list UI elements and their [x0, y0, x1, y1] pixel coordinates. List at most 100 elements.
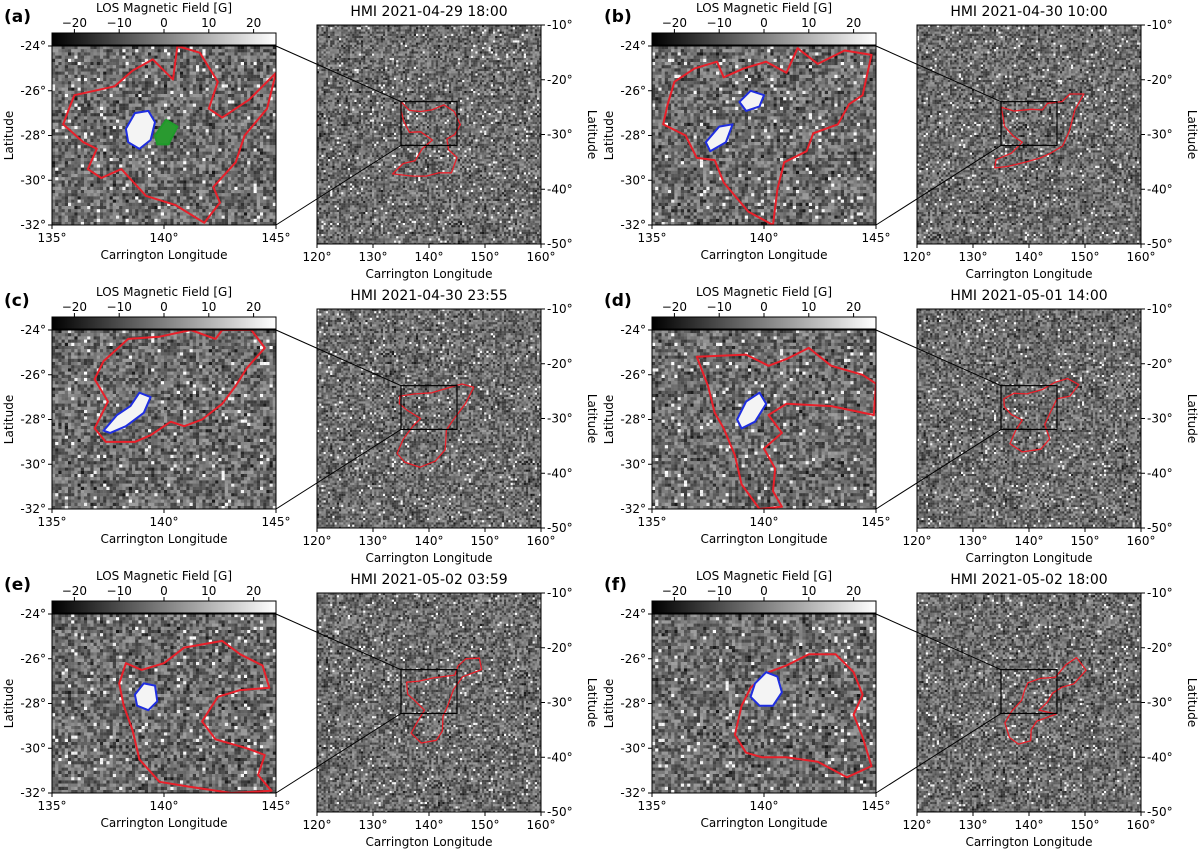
colorbar-label: LOS Magnetic Field [G] — [696, 285, 832, 299]
zoom-ylabel: Latitude — [602, 395, 616, 444]
full-ytick-label: -10° — [1147, 586, 1173, 600]
magnetogram-pixels — [52, 330, 276, 509]
full-ytick-label: -40° — [1147, 182, 1173, 196]
full-xtick-label: 160° — [527, 250, 556, 264]
zoom-ytick-label: -26° — [620, 368, 646, 382]
colorbar-tick-label: 20 — [246, 584, 261, 598]
panel-title: HMI 2021-05-02 03:59 — [350, 572, 507, 588]
full-ytick-label: -40° — [547, 182, 573, 196]
zoom-ytick-label: -24° — [20, 323, 46, 337]
full-ytick-label: -10° — [547, 302, 573, 316]
panel-title: HMI 2021-04-30 10:00 — [950, 4, 1107, 20]
zoom-ytick-label: -28° — [20, 413, 46, 427]
full-xtick-label: 140° — [1015, 818, 1044, 832]
zoom-ytick-label: -30° — [20, 741, 46, 755]
zoom-xtick-label: 145° — [862, 515, 891, 529]
magnetogram-pixels — [317, 25, 541, 244]
full-xtick-label: 140° — [1015, 534, 1044, 548]
full-xlabel: Carrington Longitude — [965, 835, 1092, 849]
full-ytick-label: -20° — [547, 73, 573, 87]
full-xtick-label: 120° — [303, 250, 332, 264]
full-ytick-label: -20° — [1147, 641, 1173, 655]
zoom-axes: 135° 140° 145°-24°-26°-28°-30°-32°Carringt… — [602, 323, 890, 546]
zoom-xlabel: Carrington Longitude — [100, 532, 227, 546]
colorbar-tick-label: −10 — [707, 16, 732, 30]
zoom-ytick-label: -28° — [20, 129, 46, 143]
panel-e: (e) LOS Magnetic Field [G]−20 −10 0 10 20135°… — [2, 569, 599, 849]
panel-title: HMI 2021-04-30 23:55 — [350, 288, 507, 304]
colorbar-tick-label: 10 — [201, 300, 216, 314]
zoom-ytick-label: -26° — [20, 652, 46, 666]
zoom-ytick-label: -24° — [620, 39, 646, 53]
zoom-xtick-label: 140° — [750, 231, 779, 245]
zoom-ytick-label: -30° — [620, 173, 646, 187]
zoom-ylabel: Latitude — [602, 111, 616, 160]
colorbar-tick-label: −10 — [707, 300, 732, 314]
colorbar-tick-label: 0 — [160, 300, 168, 314]
zoom-xlabel: Carrington Longitude — [700, 532, 827, 546]
colorbar-tick-label: 10 — [801, 300, 816, 314]
full-ylabel: Latitude — [585, 110, 599, 159]
panel-c: (c) LOS Magnetic Field [G]−20 −10 0 10 20135°… — [2, 285, 599, 565]
full-xtick-label: 150° — [471, 534, 500, 548]
full-ytick-label: -10° — [1147, 18, 1173, 32]
zoom-ylabel: Latitude — [2, 111, 16, 160]
full-ytick-label: -50° — [1147, 237, 1173, 251]
colorbar — [52, 33, 276, 45]
panel-label: (f) — [604, 575, 627, 595]
full-ylabel: Latitude — [585, 394, 599, 443]
full-ylabel: Latitude — [1185, 678, 1199, 727]
magnetogram-pixels — [317, 309, 541, 528]
full-xtick-label: 140° — [415, 250, 444, 264]
colorbar-tick-label: 10 — [801, 584, 816, 598]
full-xtick-label: 140° — [415, 534, 444, 548]
full-ytick-label: -40° — [547, 466, 573, 480]
colorbar-tick-label: 20 — [246, 300, 261, 314]
full-ytick-label: -10° — [1147, 302, 1173, 316]
colorbar-tick-label: −20 — [62, 300, 87, 314]
colorbar — [652, 601, 876, 613]
panel-label: (e) — [4, 575, 31, 595]
colorbar-tick-label: 10 — [801, 16, 816, 30]
zoom-xtick-label: 135° — [638, 799, 667, 813]
full-ytick-label: -30° — [547, 128, 573, 142]
zoom-xtick-label: 140° — [150, 515, 179, 529]
zoom-xtick-label: 145° — [262, 799, 291, 813]
zoom-axes: 135° 140° 145°-24°-26°-28°-30°-32°Carringt… — [602, 39, 890, 262]
colorbar-tick-label: 0 — [160, 584, 168, 598]
full-xtick-label: 130° — [959, 534, 988, 548]
colorbar-tick-label: −20 — [62, 16, 87, 30]
zoom-ytick-label: -32° — [620, 502, 646, 516]
zoom-ylabel: Latitude — [2, 679, 16, 728]
full-ytick-label: -40° — [547, 750, 573, 764]
zoom-xtick-label: 140° — [150, 799, 179, 813]
full-ytick-label: -50° — [547, 521, 573, 535]
zoom-xtick-label: 145° — [862, 231, 891, 245]
magnetogram-pixels — [652, 330, 876, 509]
zoom-ylabel: Latitude — [602, 679, 616, 728]
full-ytick-label: -30° — [1147, 696, 1173, 710]
magnetogram-pixels — [52, 614, 276, 793]
zoom-ytick-label: -32° — [20, 502, 46, 516]
zoom-ylabel: Latitude — [2, 395, 16, 444]
colorbar-label: LOS Magnetic Field [G] — [96, 569, 232, 583]
zoom-ytick-label: -24° — [620, 323, 646, 337]
zoom-axes: 135° 140° 145°-24°-26°-28°-30°-32°Carringt… — [2, 607, 290, 830]
zoom-axes: 135° 140° 145°-24°-26°-28°-30°-32°Carringt… — [602, 607, 890, 830]
full-ytick-label: -20° — [547, 641, 573, 655]
zoom-ytick-label: -26° — [620, 84, 646, 98]
full-xtick-label: 130° — [359, 250, 388, 264]
panel-title: HMI 2021-05-02 18:00 — [950, 572, 1107, 588]
full-ylabel: Latitude — [1185, 394, 1199, 443]
panel-title: HMI 2021-04-29 18:00 — [350, 4, 507, 20]
colorbar-tick-label: −10 — [107, 16, 132, 30]
zoom-ytick-label: -28° — [20, 697, 46, 711]
zoom-ytick-label: -24° — [20, 39, 46, 53]
colorbar — [52, 317, 276, 329]
panel-label: (d) — [604, 291, 632, 311]
colorbar-tick-label: 10 — [201, 584, 216, 598]
